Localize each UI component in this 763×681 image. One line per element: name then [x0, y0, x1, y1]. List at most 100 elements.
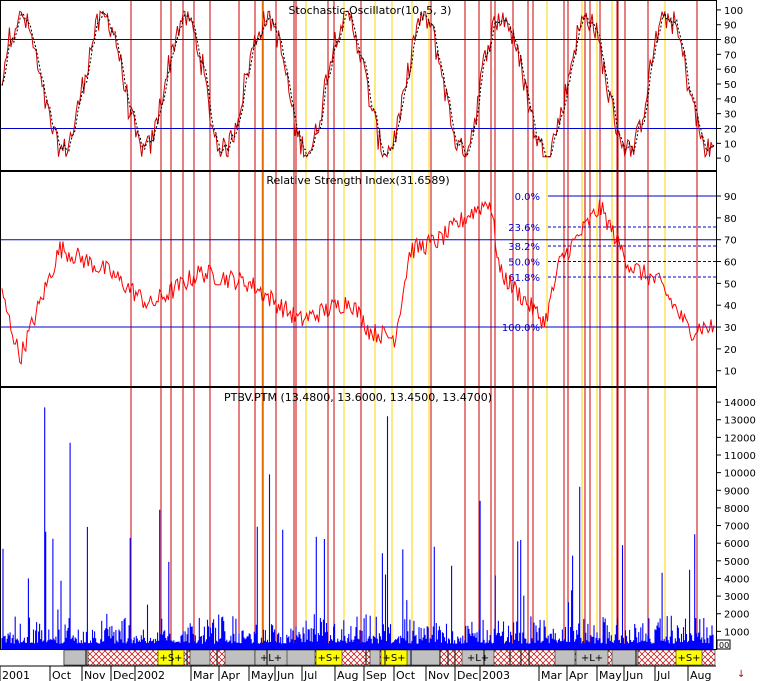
signal-marker: +S+ — [159, 653, 182, 664]
fibonacci-level-label: 23.6% — [508, 223, 540, 234]
y-tick-label: 10 — [724, 139, 737, 150]
x-tick-label: Dec — [113, 669, 134, 681]
x-tick-label: Dec — [457, 669, 478, 681]
x-tick-label: Apr — [221, 669, 241, 681]
y-tick-label: 70 — [724, 50, 737, 61]
signal-marker-box — [315, 649, 343, 666]
rsi-series — [1, 199, 715, 365]
signal-block — [63, 649, 89, 666]
signal-block — [189, 649, 211, 666]
x-tick-label: 2002 — [137, 669, 165, 681]
y-tick-label: 90 — [724, 21, 737, 32]
stochastic-y-axis: 0 10 20 30 40 50 60 70 80 90 100 — [716, 6, 743, 165]
volume-bar-series — [1, 407, 714, 649]
signal-marker-box — [675, 649, 703, 666]
counter-box — [716, 639, 731, 650]
y-tick-label: 100 — [724, 6, 743, 17]
stochastic-reference-lines — [1, 39, 716, 129]
x-tick-label: Oct — [396, 669, 416, 681]
scroll-arrow-icon[interactable]: ↓ — [737, 669, 745, 680]
rsi-panel: 0.0% 23.6% 38.2% 50.0% 61.8% 100.0% 10 20 30 40 5… — [0, 171, 737, 387]
signal-marker: +L+ — [467, 653, 489, 664]
signal-block — [284, 649, 316, 666]
y-tick-label: 14000 — [724, 398, 756, 409]
signal-bar: +S+ +L+ +S+ +S+ +L+ +L+ +S+ — [63, 649, 716, 666]
signal-marker: +S+ — [317, 653, 340, 664]
x-tick-label: May — [251, 669, 274, 681]
rsi-line — [1, 199, 715, 365]
event-lines — [130, 1, 698, 649]
x-tick-label: Aug — [337, 669, 358, 681]
y-tick-label: 12000 — [724, 433, 756, 444]
y-tick-label: 9000 — [724, 486, 749, 497]
signal-marker-box — [461, 649, 495, 666]
x-tick-label: 2001 — [2, 669, 30, 681]
x-tick-label: Nov — [84, 669, 106, 681]
volume-title: PTBV.PTM (13.4800, 13.6000, 13.4500, 13.… — [224, 391, 492, 404]
volume-bars — [1, 407, 714, 649]
y-tick-label: 7000 — [724, 522, 749, 533]
x-axis: 2001 Oct Nov Dec 2002 Mar Apr May Jun Jul Aug Sep Oc… — [0, 665, 716, 681]
rsi-frame — [0, 171, 717, 387]
y-tick-label: 40 — [724, 95, 737, 106]
stochastic-k-line — [1, 10, 715, 159]
stochastic-title: Stochastic Oscillator(10, 5, 3) — [289, 4, 452, 17]
fibonacci-level-label: 61.8% — [508, 273, 540, 284]
y-tick-label: 70 — [724, 236, 737, 247]
x-tick-label: May — [599, 669, 622, 681]
y-tick-label: 3000 — [724, 592, 749, 603]
y-tick-label: 90 — [724, 192, 737, 203]
fibonacci-level-label: 100.0% — [502, 323, 540, 334]
x-tick-label: Jun — [625, 669, 643, 681]
y-tick-label: 30 — [724, 110, 737, 121]
signal-block — [369, 649, 381, 666]
y-tick-label: 40 — [724, 301, 737, 312]
volume-frame — [0, 387, 717, 650]
fibonacci-level-label: 50.0% — [508, 258, 540, 269]
signal-block — [404, 649, 441, 666]
y-tick-label: 6000 — [724, 539, 749, 550]
y-tick-label: 30 — [724, 323, 737, 334]
x-tick-label: Oct — [52, 669, 72, 681]
signal-marker-box — [575, 649, 609, 666]
x-tick-label: 2003 — [482, 669, 510, 681]
rsi-title: Relative Strength Index(31.6589) — [266, 174, 449, 187]
stochastic-panel: 0 10 20 30 40 50 60 70 80 90 100 Stochastic Oscill… — [0, 0, 743, 171]
y-tick-label: 10000 — [724, 469, 756, 480]
x-tick-label: Jun — [276, 669, 294, 681]
y-tick-label: 10 — [724, 367, 737, 378]
counter-value: 00 — [719, 641, 729, 650]
y-tick-label: 20 — [724, 124, 737, 135]
y-tick-label: 5000 — [724, 557, 749, 568]
signal-marker: +S+ — [382, 653, 405, 664]
stochastic-frame — [0, 0, 717, 171]
x-tick-label: Nov — [428, 669, 450, 681]
y-tick-label: 50 — [724, 279, 737, 290]
y-tick-label: 60 — [724, 258, 737, 269]
y-tick-label: 1000 — [724, 627, 749, 638]
signal-marker-box — [157, 649, 185, 666]
y-tick-label: 60 — [724, 65, 737, 76]
x-tick-label: Mar — [193, 669, 214, 681]
stochastic-d-line — [1, 10, 715, 158]
y-tick-label: 50 — [724, 80, 737, 91]
y-tick-label: 13000 — [724, 416, 756, 427]
signal-marker: +L+ — [260, 653, 282, 664]
rsi-reference-lines — [1, 239, 716, 328]
signal-marker-box — [380, 649, 408, 666]
signal-block — [611, 649, 639, 666]
signal-marker: +L+ — [581, 653, 603, 664]
y-tick-label: 80 — [724, 214, 737, 225]
y-tick-label: 8000 — [724, 504, 749, 515]
volume-panel: 1000 2000 3000 4000 5000 6000 7000 8000 9000 1000… — [0, 387, 756, 650]
x-tick-label: Jul — [656, 669, 670, 681]
y-tick-label: 20 — [724, 345, 737, 356]
y-tick-label: 80 — [724, 36, 737, 47]
x-tick-label: Apr — [569, 669, 589, 681]
y-tick-label: 0 — [724, 154, 730, 165]
x-tick-label: Jul — [303, 669, 317, 681]
x-tick-label: Mar — [541, 669, 562, 681]
x-tick-label: Sep — [366, 669, 387, 681]
stochastic-series — [1, 10, 715, 159]
